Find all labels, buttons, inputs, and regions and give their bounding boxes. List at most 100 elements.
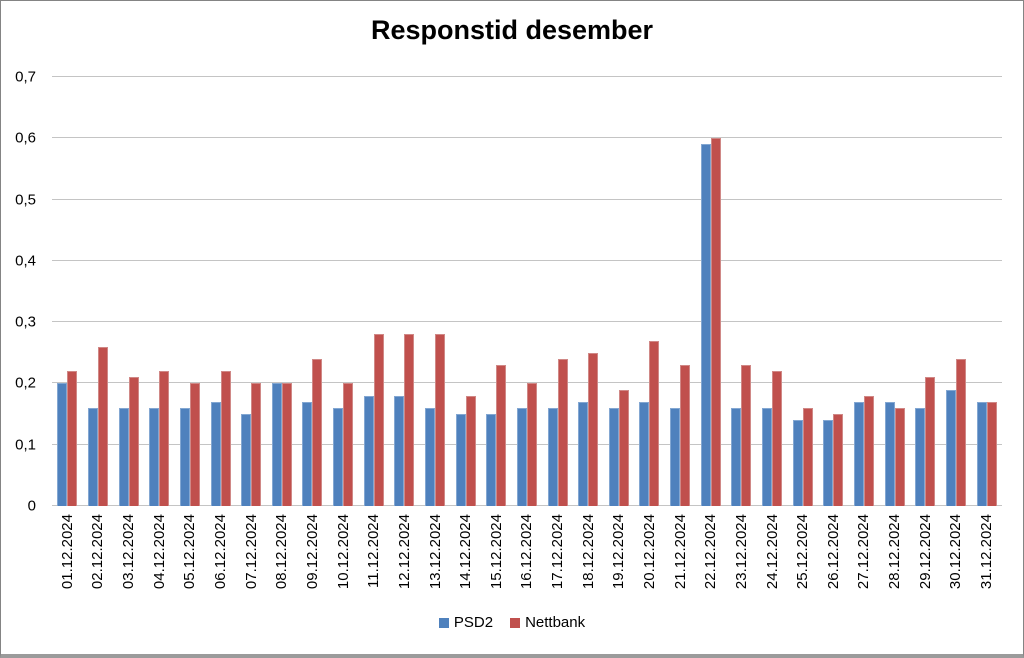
bar-psd2 [853, 401, 864, 506]
x-axis-label: 20.12.2024 [640, 514, 658, 590]
y-axis-tick-label: 0,2 [15, 374, 36, 392]
y-axis-tick-label: 0,4 [15, 252, 36, 270]
bar-nettbank [159, 371, 170, 506]
x-axis-label: 06.12.2024 [212, 514, 230, 590]
x-axis-label: 05.12.2024 [181, 514, 199, 590]
x-axis-label-cell: 07.12.2024 [236, 507, 267, 613]
y-axis: 0 0,1 0,2 0,3 0,4 0,5 0,6 0,7 [1, 69, 45, 515]
bar-nettbank [281, 383, 292, 506]
bar-psd2 [670, 407, 681, 506]
x-axis-label: 19.12.2024 [610, 514, 628, 590]
bar-psd2 [241, 414, 252, 506]
bar-psd2 [118, 407, 129, 506]
bar-group [358, 77, 389, 506]
bar-group [757, 77, 788, 506]
x-axis-label-cell: 23.12.2024 [726, 507, 757, 613]
x-axis-label-cell: 11.12.2024 [358, 507, 389, 613]
bar-psd2 [271, 383, 282, 506]
bar-nettbank [312, 358, 323, 506]
bar-group [450, 77, 481, 506]
bar-nettbank [251, 383, 262, 506]
bar-nettbank [435, 334, 445, 506]
y-axis-tick-label: 0,1 [15, 436, 36, 454]
bar-nettbank [526, 383, 537, 506]
gridline [52, 321, 1002, 323]
bar-nettbank [618, 389, 629, 506]
bar-nettbank [894, 407, 905, 506]
bar-group [695, 77, 726, 506]
legend-label-psd2: PSD2 [453, 614, 494, 631]
x-axis-label-cell: 18.12.2024 [573, 507, 604, 613]
bar-psd2 [516, 407, 527, 506]
x-axis-label-cell: 20.12.2024 [634, 507, 665, 613]
bar-psd2 [700, 144, 711, 506]
bar-nettbank [496, 365, 507, 506]
bar-psd2 [731, 407, 742, 506]
x-axis-label: 17.12.2024 [549, 514, 567, 590]
bar-nettbank [802, 407, 813, 506]
bar-group [849, 77, 880, 506]
x-axis-label: 28.12.2024 [886, 514, 904, 590]
bar-group [665, 77, 696, 506]
x-axis-label: 14.12.2024 [457, 514, 475, 590]
x-axis-label-cell: 29.12.2024 [910, 507, 941, 613]
x-axis-label-cell: 22.12.2024 [695, 507, 726, 613]
bar-nettbank [986, 401, 997, 506]
bar-nettbank [863, 395, 874, 506]
x-axis-label-cell: 27.12.2024 [849, 507, 880, 613]
x-axis-label: 09.12.2024 [303, 514, 321, 590]
x-axis-label: 16.12.2024 [518, 514, 536, 590]
x-axis-label-cell: 09.12.2024 [297, 507, 328, 613]
y-axis-tick-label: 0 [27, 497, 36, 515]
bar-group [542, 77, 573, 506]
bar-psd2 [976, 401, 987, 506]
bar-nettbank [557, 358, 568, 506]
bar-group [113, 77, 144, 506]
x-axis: 01.12.2024 02.12.2024 03.12.2024 04.12.2024… [52, 507, 1002, 613]
x-axis-label-cell: 30.12.2024 [941, 507, 972, 613]
bar-psd2 [578, 401, 589, 506]
bar-nettbank [465, 395, 476, 506]
bar-psd2 [884, 401, 895, 506]
x-axis-label-cell: 15.12.2024 [481, 507, 512, 613]
bar-psd2 [762, 407, 773, 506]
bar-psd2 [486, 414, 497, 506]
x-axis-label-cell: 13.12.2024 [420, 507, 451, 613]
x-axis-label: 12.12.2024 [395, 514, 413, 590]
x-axis-label: 15.12.2024 [487, 514, 505, 590]
x-axis-label-cell: 21.12.2024 [665, 507, 696, 613]
bar-psd2 [547, 407, 558, 506]
bar-group [818, 77, 849, 506]
bar-psd2 [210, 401, 221, 506]
x-axis-label-cell: 26.12.2024 [818, 507, 849, 613]
bar-group [604, 77, 635, 506]
bars-container [52, 77, 1002, 506]
x-axis-label: 22.12.2024 [702, 514, 720, 590]
bar-group [971, 77, 1002, 506]
bar-psd2 [608, 407, 619, 506]
gridline [52, 382, 1002, 384]
bar-nettbank [833, 414, 844, 506]
gridline [52, 198, 1002, 200]
x-axis-label-cell: 08.12.2024 [266, 507, 297, 613]
bar-group [726, 77, 757, 506]
bar-nettbank [741, 365, 752, 506]
bar-nettbank [67, 371, 78, 506]
bar-psd2 [394, 395, 405, 506]
bar-group [205, 77, 236, 506]
bar-psd2 [179, 407, 190, 506]
bar-group [175, 77, 206, 506]
bar-group [328, 77, 359, 506]
gridline [52, 137, 1002, 139]
bar-nettbank [710, 138, 721, 506]
bar-psd2 [823, 420, 834, 506]
x-axis-label-cell: 24.12.2024 [757, 507, 788, 613]
x-axis-label: 24.12.2024 [763, 514, 781, 590]
bar-group [83, 77, 114, 506]
bar-group [573, 77, 604, 506]
legend-item-nettbank: Nettbank [510, 614, 585, 631]
legend-swatch-psd2 [438, 617, 449, 628]
x-axis-label-cell: 03.12.2024 [113, 507, 144, 613]
x-axis-label-cell: 12.12.2024 [389, 507, 420, 613]
